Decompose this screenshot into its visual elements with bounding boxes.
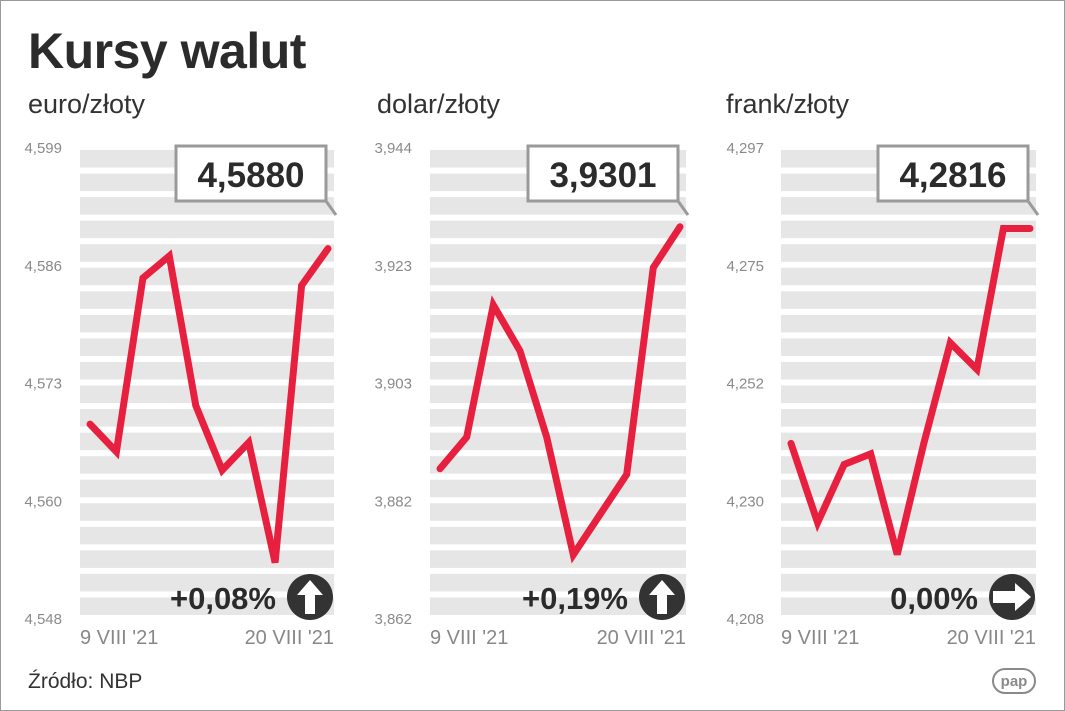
series-line xyxy=(787,225,1034,556)
grid-band xyxy=(781,526,1036,545)
panel-subtitle: euro/złoty xyxy=(28,89,146,119)
grid-band xyxy=(80,267,334,286)
arrow-shape xyxy=(297,580,323,614)
y-tick-label: 4,230 xyxy=(726,493,764,510)
grid-band xyxy=(781,409,1036,427)
grid-band xyxy=(781,597,1036,615)
value-callout xyxy=(876,144,1040,216)
y-tick-label: 4,297 xyxy=(726,140,764,157)
grid-band xyxy=(430,432,686,451)
grid-band xyxy=(80,573,334,592)
grid-band xyxy=(781,456,1036,474)
right-arrow-icon xyxy=(989,574,1035,620)
grid-band xyxy=(781,361,1036,380)
y-tick-label: 3,923 xyxy=(374,258,412,275)
pap-logo: pap xyxy=(992,668,1036,694)
grid-band xyxy=(781,244,1036,262)
y-tick-label: 4,252 xyxy=(726,376,764,393)
x-tick-label: 20 VIII '21 xyxy=(597,627,686,649)
change-percent: 0,00% xyxy=(890,581,978,616)
grid-band xyxy=(781,338,1036,356)
grid-band xyxy=(430,361,686,380)
source-note: Źródło: NBP xyxy=(28,670,143,693)
grid-band xyxy=(80,479,334,498)
x-tick-label: 20 VIII '21 xyxy=(947,627,1036,649)
grid-band xyxy=(80,385,334,404)
y-tick-label: 4,586 xyxy=(24,258,62,275)
grid-band xyxy=(80,291,334,309)
chart-panel-2: dolar/złoty 3,944 3,923 3,903 3,882 3,862 3,93… xyxy=(374,89,690,649)
latest-value: 3,9301 xyxy=(549,156,656,195)
arrow-shape xyxy=(649,580,675,614)
series-line xyxy=(436,223,684,564)
grid-band xyxy=(781,314,1036,333)
grid-band xyxy=(430,385,686,404)
y-tick-label: 4,275 xyxy=(726,258,764,275)
up-arrow-icon xyxy=(639,574,685,620)
grid-band xyxy=(80,220,334,239)
arrow-shape xyxy=(993,583,1031,611)
grid-band xyxy=(80,456,334,474)
svg-text:pap: pap xyxy=(1001,673,1028,690)
x-tick-label: 20 VIII '21 xyxy=(245,627,334,649)
grid-band xyxy=(80,550,334,568)
latest-value: 4,2816 xyxy=(899,156,1006,195)
grid-band xyxy=(781,267,1036,286)
y-tick-label: 3,944 xyxy=(374,140,412,157)
page-title: Kursy walut xyxy=(28,23,306,79)
grid-band xyxy=(430,220,686,239)
grid-band xyxy=(781,550,1036,568)
value-callout xyxy=(174,144,338,216)
panel-subtitle: dolar/złoty xyxy=(377,89,501,119)
y-tick-label: 4,599 xyxy=(24,140,62,157)
grid-band xyxy=(781,220,1036,239)
grid-band xyxy=(80,361,334,380)
x-tick-label: 9 VIII '21 xyxy=(781,627,859,649)
grid-band xyxy=(430,267,686,286)
grid-band xyxy=(430,597,686,615)
series-line xyxy=(86,245,332,564)
grid-band xyxy=(430,456,686,474)
y-tick-label: 3,882 xyxy=(374,493,412,510)
grid-band xyxy=(80,597,334,615)
grid-band xyxy=(430,338,686,356)
x-tick-label: 9 VIII '21 xyxy=(430,627,508,649)
grid-band xyxy=(430,573,686,592)
y-tick-label: 4,560 xyxy=(24,493,62,510)
grid-band xyxy=(430,503,686,521)
x-tick-label: 9 VIII '21 xyxy=(80,627,158,649)
grid-band xyxy=(430,409,686,427)
grid-band xyxy=(80,526,334,545)
grid-band xyxy=(430,244,686,262)
y-tick-label: 4,208 xyxy=(726,611,764,628)
latest-value: 4,5880 xyxy=(197,156,304,195)
y-tick-label: 4,548 xyxy=(24,611,62,628)
grid-band xyxy=(80,503,334,521)
grid-band xyxy=(430,526,686,545)
panel-subtitle: frank/złoty xyxy=(726,89,850,119)
grid-band xyxy=(781,385,1036,404)
y-tick-label: 4,573 xyxy=(24,376,62,393)
grid-band xyxy=(80,244,334,262)
grid-band xyxy=(781,432,1036,451)
grid-band xyxy=(80,314,334,333)
chart-panel-1: euro/złoty 4,599 4,586 4,573 4,560 4,548 4,588… xyxy=(24,89,338,649)
grid-band xyxy=(80,338,334,356)
change-percent: +0,19% xyxy=(522,581,628,616)
grid-band xyxy=(80,409,334,427)
chart-panel-3: frank/złoty 4,297 4,275 4,252 4,230 4,208 4,28… xyxy=(726,89,1040,649)
y-tick-label: 3,862 xyxy=(374,611,412,628)
y-tick-label: 3,903 xyxy=(374,376,412,393)
grid-band xyxy=(430,550,686,568)
up-arrow-icon xyxy=(287,574,333,620)
grid-band xyxy=(781,479,1036,498)
value-callout xyxy=(526,144,690,216)
grid-band xyxy=(781,291,1036,309)
grid-band xyxy=(781,573,1036,592)
change-percent: +0,08% xyxy=(170,581,276,616)
